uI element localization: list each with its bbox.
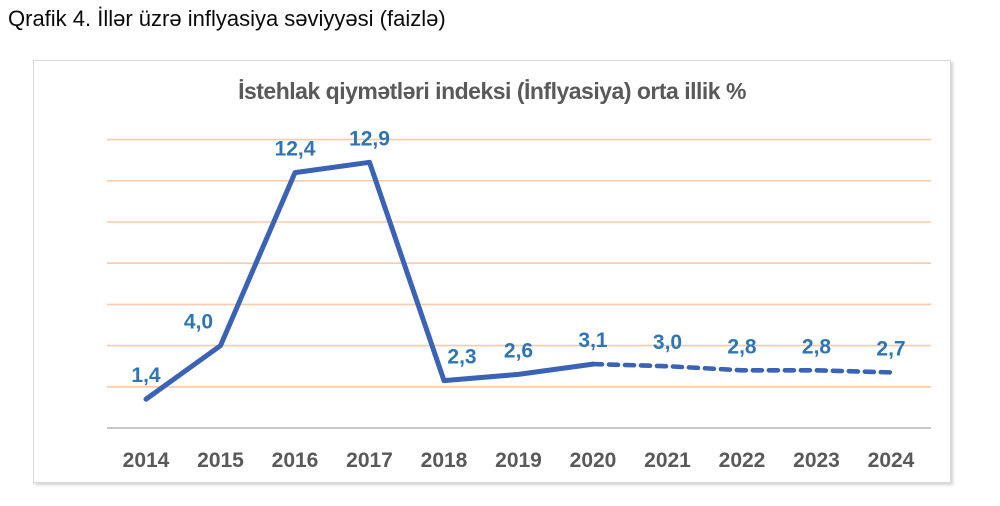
data-label: 2,3 xyxy=(447,346,476,369)
x-axis-label: 2024 xyxy=(868,449,915,472)
page-title: Qrafik 4. İllər üzrə inflyasiya səviyyəs… xyxy=(8,6,446,31)
x-axis-label: 2017 xyxy=(346,449,393,472)
x-axis-label: 2023 xyxy=(793,449,840,472)
data-label: 4,0 xyxy=(184,311,213,334)
data-label: 3,1 xyxy=(578,329,608,352)
chart-card: 1,4 2014 4,0 2015 12,4 2016 12,9 2017 2,3 2018 2,6… xyxy=(33,60,951,483)
chart-title: İstehlak qiymətləri indeksi (İnflyasiya)… xyxy=(238,78,746,104)
x-axis-label: 2015 xyxy=(197,449,244,472)
data-label: 2,8 xyxy=(802,335,832,358)
x-axis-label: 2014 xyxy=(123,449,170,472)
inflation-line-dashed xyxy=(590,361,894,375)
x-axis-label: 2021 xyxy=(644,449,691,472)
x-axis-label: 2018 xyxy=(421,449,468,472)
data-label: 1,4 xyxy=(131,364,161,387)
data-label: 2,6 xyxy=(504,339,533,362)
data-label: 2,8 xyxy=(727,335,757,358)
x-axis-label: 2019 xyxy=(495,449,542,472)
inflation-line-chart: 1,4 2014 4,0 2015 12,4 2016 12,9 2017 2,3 2018 2,6… xyxy=(107,127,931,472)
data-label: 12,9 xyxy=(349,127,390,150)
x-axis-label: 2022 xyxy=(719,449,766,472)
data-label: 3,0 xyxy=(653,331,682,354)
inflation-line-solid xyxy=(143,159,596,402)
x-axis-label: 2020 xyxy=(570,449,617,472)
data-label: 2,7 xyxy=(876,337,905,360)
x-axis-label: 2016 xyxy=(272,449,319,472)
data-label: 12,4 xyxy=(275,138,316,161)
